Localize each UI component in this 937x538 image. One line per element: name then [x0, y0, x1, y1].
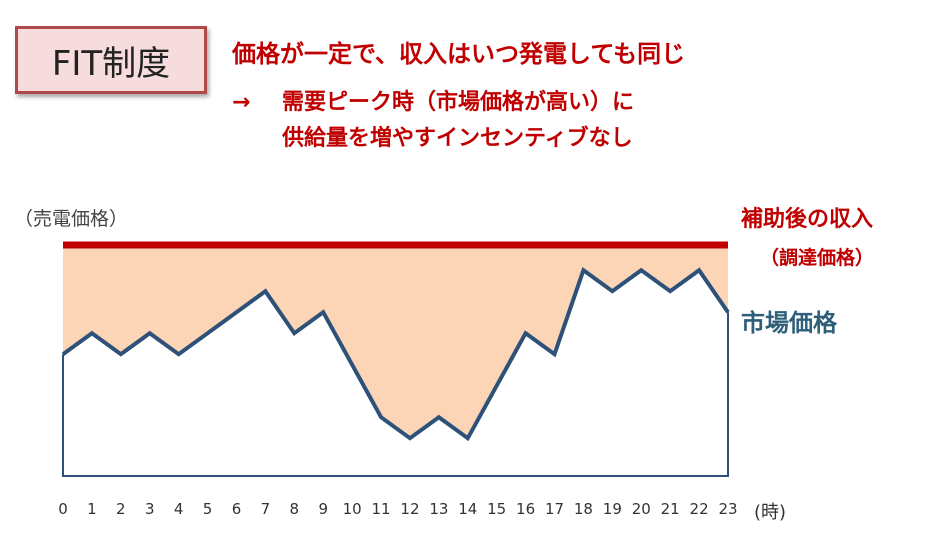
fit-system-badge: FIT制度 — [15, 26, 207, 94]
x-tick-label: 5 — [203, 500, 213, 518]
y-axis-label: （売電価格） — [14, 208, 129, 230]
x-tick-label: 3 — [145, 500, 155, 518]
x-tick-label: 13 — [429, 500, 448, 518]
badge-label: FIT制度 — [51, 43, 171, 84]
x-tick-label: 16 — [516, 500, 535, 518]
x-tick-label: 22 — [690, 500, 709, 518]
x-tick-label: 12 — [400, 500, 419, 518]
subsidy-gap-area — [63, 245, 728, 439]
x-tick-label: 1 — [87, 500, 97, 518]
x-tick-label: 6 — [232, 500, 242, 518]
x-tick-label: 15 — [487, 500, 506, 518]
x-tick-label: 0 — [58, 500, 68, 518]
x-tick-label: 21 — [661, 500, 680, 518]
x-tick-label: 19 — [603, 500, 622, 518]
market-series-label: 市場価格 — [741, 309, 837, 337]
x-tick-label: 10 — [343, 500, 362, 518]
x-axis-unit: (時) — [754, 502, 787, 523]
fit-series-label: 補助後の収入 — [741, 207, 874, 232]
x-axis-ticks: 0 1 2 3 4 5 6 7 8 9 10 11 12 13 14 15 16 17 18 19 20 21 22 23 — [58, 500, 737, 518]
x-tick-label: 8 — [290, 500, 300, 518]
chart-frame — [62, 312, 729, 477]
x-tick-label: 17 — [545, 500, 564, 518]
x-tick-label: 9 — [318, 500, 328, 518]
consequence-line-1: → 需要ピーク時（市場価格が高い）に — [232, 84, 634, 116]
consequence-text-1: 需要ピーク時（市場価格が高い）に — [282, 90, 635, 115]
x-tick-label: 18 — [574, 500, 593, 518]
x-tick-label: 2 — [116, 500, 126, 518]
x-tick-label: 23 — [718, 500, 737, 518]
fit-series-sublabel: （調達価格） — [760, 247, 875, 269]
x-tick-label: 4 — [174, 500, 184, 518]
x-tick-label: 7 — [261, 500, 271, 518]
headline: 価格が一定で、収入はいつ発電しても同じ — [232, 40, 686, 68]
market-price-line — [61, 266, 730, 442]
x-tick-label: 20 — [632, 500, 651, 518]
consequence-line-2: 供給量を増やすインセンティブなし — [282, 126, 633, 151]
right-arrow-icon: → — [232, 90, 251, 115]
x-tick-label: 11 — [371, 500, 390, 518]
x-tick-label: 14 — [458, 500, 477, 518]
